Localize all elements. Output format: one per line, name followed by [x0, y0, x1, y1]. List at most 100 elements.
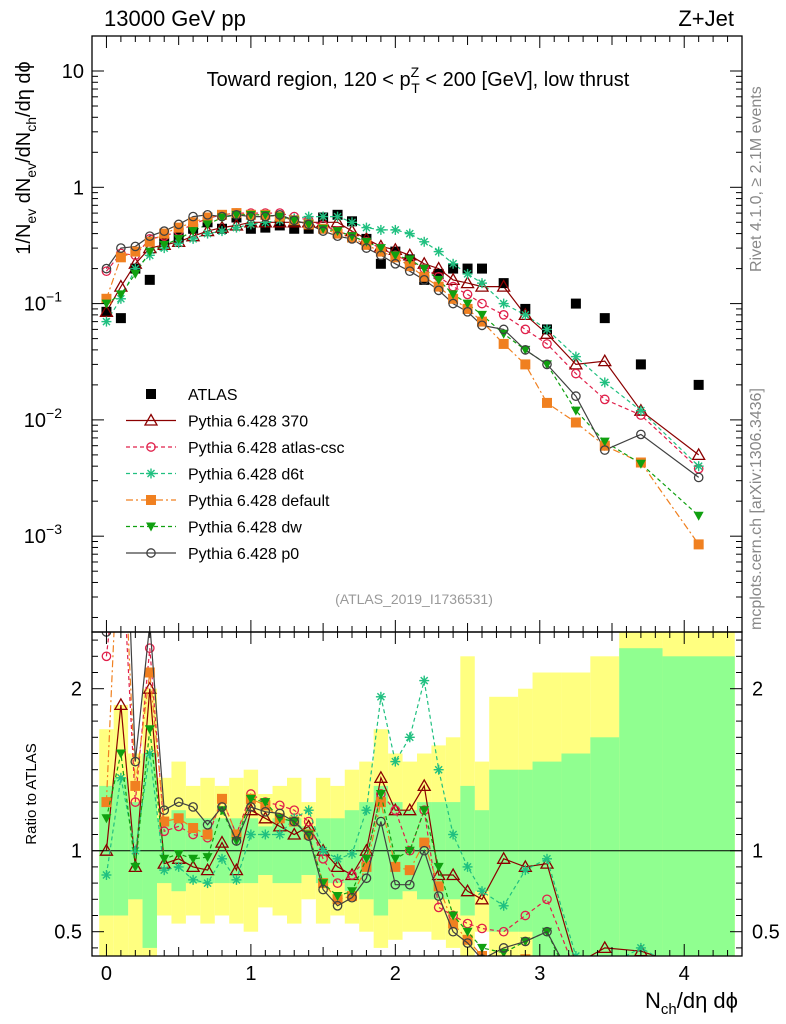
series-markers	[101, 211, 704, 472]
ratio-point	[637, 960, 645, 968]
ratio-point	[361, 861, 372, 872]
ratio-point	[404, 732, 415, 743]
ratio-point	[498, 943, 509, 953]
ratio-point	[130, 780, 141, 791]
ratio-point	[173, 849, 184, 859]
ratio-point	[520, 936, 531, 947]
ratio-series-line	[106, 632, 561, 956]
data-point	[496, 279, 511, 292]
series-markers	[101, 210, 704, 521]
data-point	[173, 222, 184, 233]
ratio-point	[101, 797, 112, 808]
data-point	[599, 394, 610, 405]
ratio-point	[498, 900, 509, 911]
data-point-atlas	[375, 258, 386, 269]
data-point	[404, 228, 415, 239]
data-point-atlas	[115, 313, 126, 324]
ratio-point	[477, 923, 487, 934]
ratio-point	[462, 861, 473, 872]
ratio-point	[460, 883, 475, 897]
data-point	[303, 219, 314, 230]
data-point	[318, 226, 328, 236]
data-point	[477, 298, 487, 309]
ratio-point	[115, 749, 126, 759]
ratio-point	[347, 848, 357, 859]
ratio-point	[101, 870, 112, 880]
ratio-point	[116, 473, 126, 483]
data-point-atlas	[599, 313, 610, 324]
data-point	[116, 243, 126, 253]
data-point	[390, 224, 401, 235]
ratio-point	[474, 891, 490, 905]
data-point	[462, 299, 473, 309]
ratio-y-tick-label-right: 1	[752, 841, 763, 863]
ratio-point	[448, 829, 459, 840]
data-point	[101, 263, 112, 274]
main-y-axis-label: 1/Nev dNev/dNch/dη dϕ	[13, 61, 39, 254]
ratio-plot-area	[92, 473, 742, 972]
data-point	[520, 345, 531, 355]
y-tick-label: 10	[62, 61, 84, 83]
ratio-point	[202, 829, 213, 840]
data-point	[159, 228, 170, 239]
ratio-point	[144, 748, 155, 759]
ratio-point	[390, 861, 401, 872]
ratio-point	[373, 770, 389, 783]
header-left: 13000 GeV pp	[104, 6, 246, 31]
ratio-y-tick-label: 0.5	[54, 922, 82, 944]
data-point	[636, 429, 646, 440]
data-point-atlas	[570, 298, 581, 309]
ratio-bands	[99, 632, 735, 956]
ratio-point	[433, 881, 444, 892]
data-point	[520, 309, 531, 320]
ratio-point	[260, 798, 271, 808]
data-point	[115, 290, 126, 300]
ratio-point	[101, 814, 112, 824]
ratio-point	[332, 853, 343, 864]
ratio-point	[117, 523, 125, 531]
data-point	[188, 233, 199, 244]
data-point	[404, 261, 415, 272]
series-markers	[101, 209, 704, 483]
data-point	[347, 217, 357, 228]
ratio-point	[173, 861, 184, 872]
legend-label: ATLAS	[188, 387, 238, 404]
data-point	[404, 255, 415, 265]
ratio-point	[361, 854, 372, 864]
ratio-point	[419, 675, 430, 686]
ratio-point	[600, 962, 610, 972]
data-point	[318, 211, 329, 222]
ratio-point	[375, 797, 386, 808]
data-point	[217, 211, 227, 222]
ratio-point	[188, 854, 199, 864]
ratio-y-axis-label: Ratio to ATLAS	[23, 743, 40, 844]
uncertainty-band-green	[619, 648, 663, 956]
ratio-point	[542, 894, 552, 905]
ratio-point	[332, 878, 343, 888]
ratio-series-line	[105, 729, 560, 956]
ratio-series-line	[105, 688, 658, 956]
ratio-point	[231, 836, 242, 846]
ratio-point	[245, 794, 256, 804]
ratio-point	[542, 926, 552, 937]
data-point	[404, 266, 415, 277]
data-point-atlas	[274, 220, 285, 231]
data-point	[101, 299, 112, 309]
data-point	[448, 298, 458, 309]
x-ticks	[105, 36, 729, 956]
ratio-y-tick-label: 1	[71, 841, 82, 863]
data-point	[347, 234, 357, 244]
data-point	[462, 289, 473, 300]
data-point	[570, 351, 581, 362]
ratio-point	[419, 845, 430, 856]
ratio-point	[433, 862, 444, 872]
ratio-point	[496, 851, 511, 864]
ratio-point	[214, 835, 230, 848]
ratio-point	[159, 826, 170, 837]
ratio-point	[130, 862, 141, 872]
data-point	[448, 290, 459, 300]
data-point	[159, 226, 170, 236]
ratio-point	[246, 802, 256, 812]
ratio-point	[287, 827, 302, 840]
